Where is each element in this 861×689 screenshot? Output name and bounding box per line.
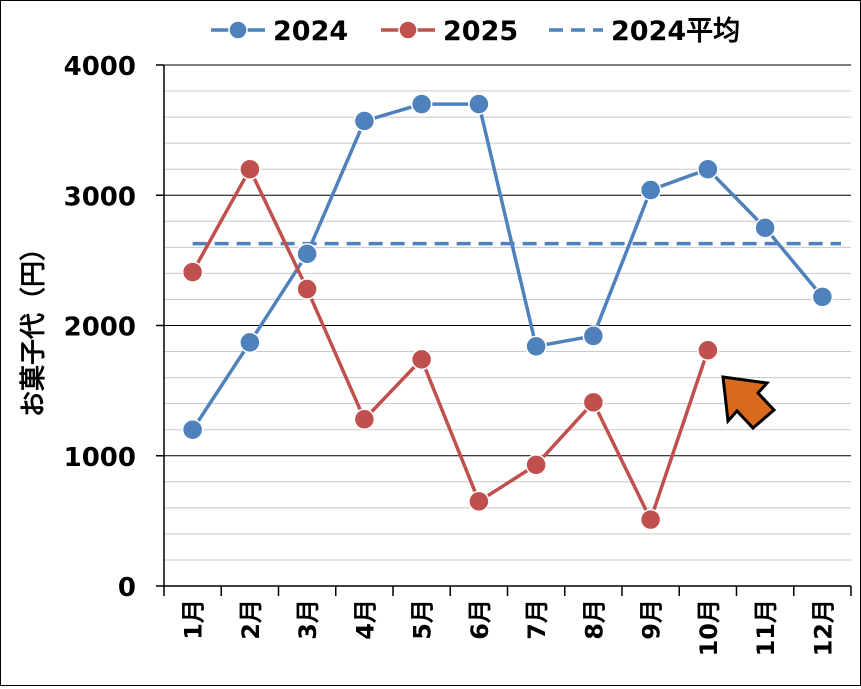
grid [164,64,851,561]
y-tick-label: 0 [118,573,136,603]
legend-label: 2024平均 [611,16,740,47]
x-tick-label: 8月 [580,599,608,640]
series-line [191,167,710,522]
y-axis-label: お菓子代（円） [19,235,49,417]
data-point [296,278,318,300]
data-point [181,261,204,283]
x-tick-label: 6月 [466,599,494,640]
legend-item: 2024 [211,16,348,47]
data-point [811,286,834,308]
data-point [181,418,204,441]
x-tick-label: 11月 [752,599,780,656]
legend-item: 2025 [381,16,518,47]
x-tick-label: 12月 [809,599,837,656]
x-tick-label: 4月 [351,599,379,640]
x-tick-label: 9月 [638,599,666,640]
x-tick-label: 1月 [180,599,208,640]
series [181,93,834,531]
data-point [697,158,719,180]
data-point [239,158,261,180]
x-tick-label: 3月 [294,599,322,640]
x-tick-label: 2月 [237,599,265,640]
data-point [410,348,433,371]
x-tick-label: 5月 [409,599,437,640]
data-point [353,110,376,132]
data-point [353,408,376,431]
orange-arrow-icon [721,375,777,431]
data-point [582,325,605,347]
data-point [582,391,605,414]
legend-label: 2025 [443,16,518,47]
x-tick-label: 10月 [695,599,723,656]
series-2025 [181,158,719,531]
data-point [468,93,490,115]
legend: 2024 2025 2024平均 [211,16,740,47]
data-point [410,93,433,115]
data-point [525,454,547,476]
data-point [697,339,719,361]
legend-item: 2024平均 [549,16,740,47]
axes: 0 1000 2000 3000 4000 1月 2月 3月 4月 5月 6月 7月 8月 9月 10月 11… [64,52,852,656]
y-tick-label: 3000 [64,182,136,212]
annotations [721,375,777,431]
data-point [525,335,547,358]
data-point [296,243,318,265]
x-tick-label: 7月 [523,599,551,640]
legend-label: 2024 [273,16,348,47]
y-tick-label: 1000 [64,443,136,473]
data-point [754,217,776,239]
data-point [239,331,261,354]
legend-marker [398,20,418,40]
y-tick-label: 4000 [64,52,136,82]
data-point [639,508,662,531]
legend-marker [228,20,248,40]
y-tick-label: 2000 [64,313,136,343]
data-point [468,490,490,513]
data-point [639,179,662,201]
